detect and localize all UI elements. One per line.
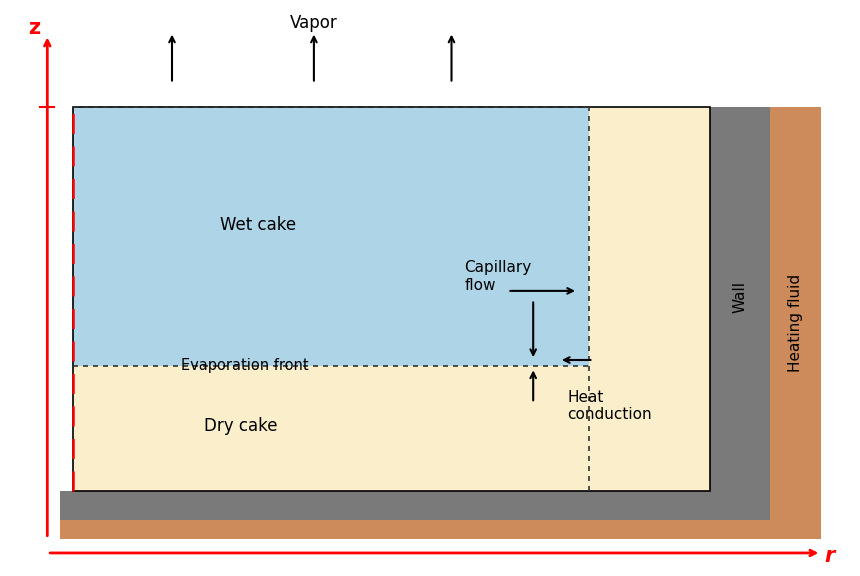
Text: z: z — [28, 18, 40, 37]
Text: Capillary
flow: Capillary flow — [464, 260, 531, 293]
Bar — [73, 107, 710, 491]
Text: Heating fluid: Heating fluid — [788, 274, 803, 372]
Bar — [60, 520, 821, 539]
Bar — [73, 107, 710, 491]
Bar — [770, 107, 821, 539]
Bar — [60, 491, 770, 520]
Text: Vapor: Vapor — [290, 14, 338, 32]
Text: Evaporation front: Evaporation front — [181, 358, 309, 373]
Text: Wet cake: Wet cake — [220, 215, 296, 234]
Text: Heat
conduction: Heat conduction — [568, 390, 652, 422]
Text: r: r — [825, 546, 835, 566]
Bar — [73, 107, 589, 366]
Text: Wall: Wall — [732, 281, 747, 313]
Bar — [710, 107, 770, 520]
Text: Dry cake: Dry cake — [204, 417, 278, 435]
